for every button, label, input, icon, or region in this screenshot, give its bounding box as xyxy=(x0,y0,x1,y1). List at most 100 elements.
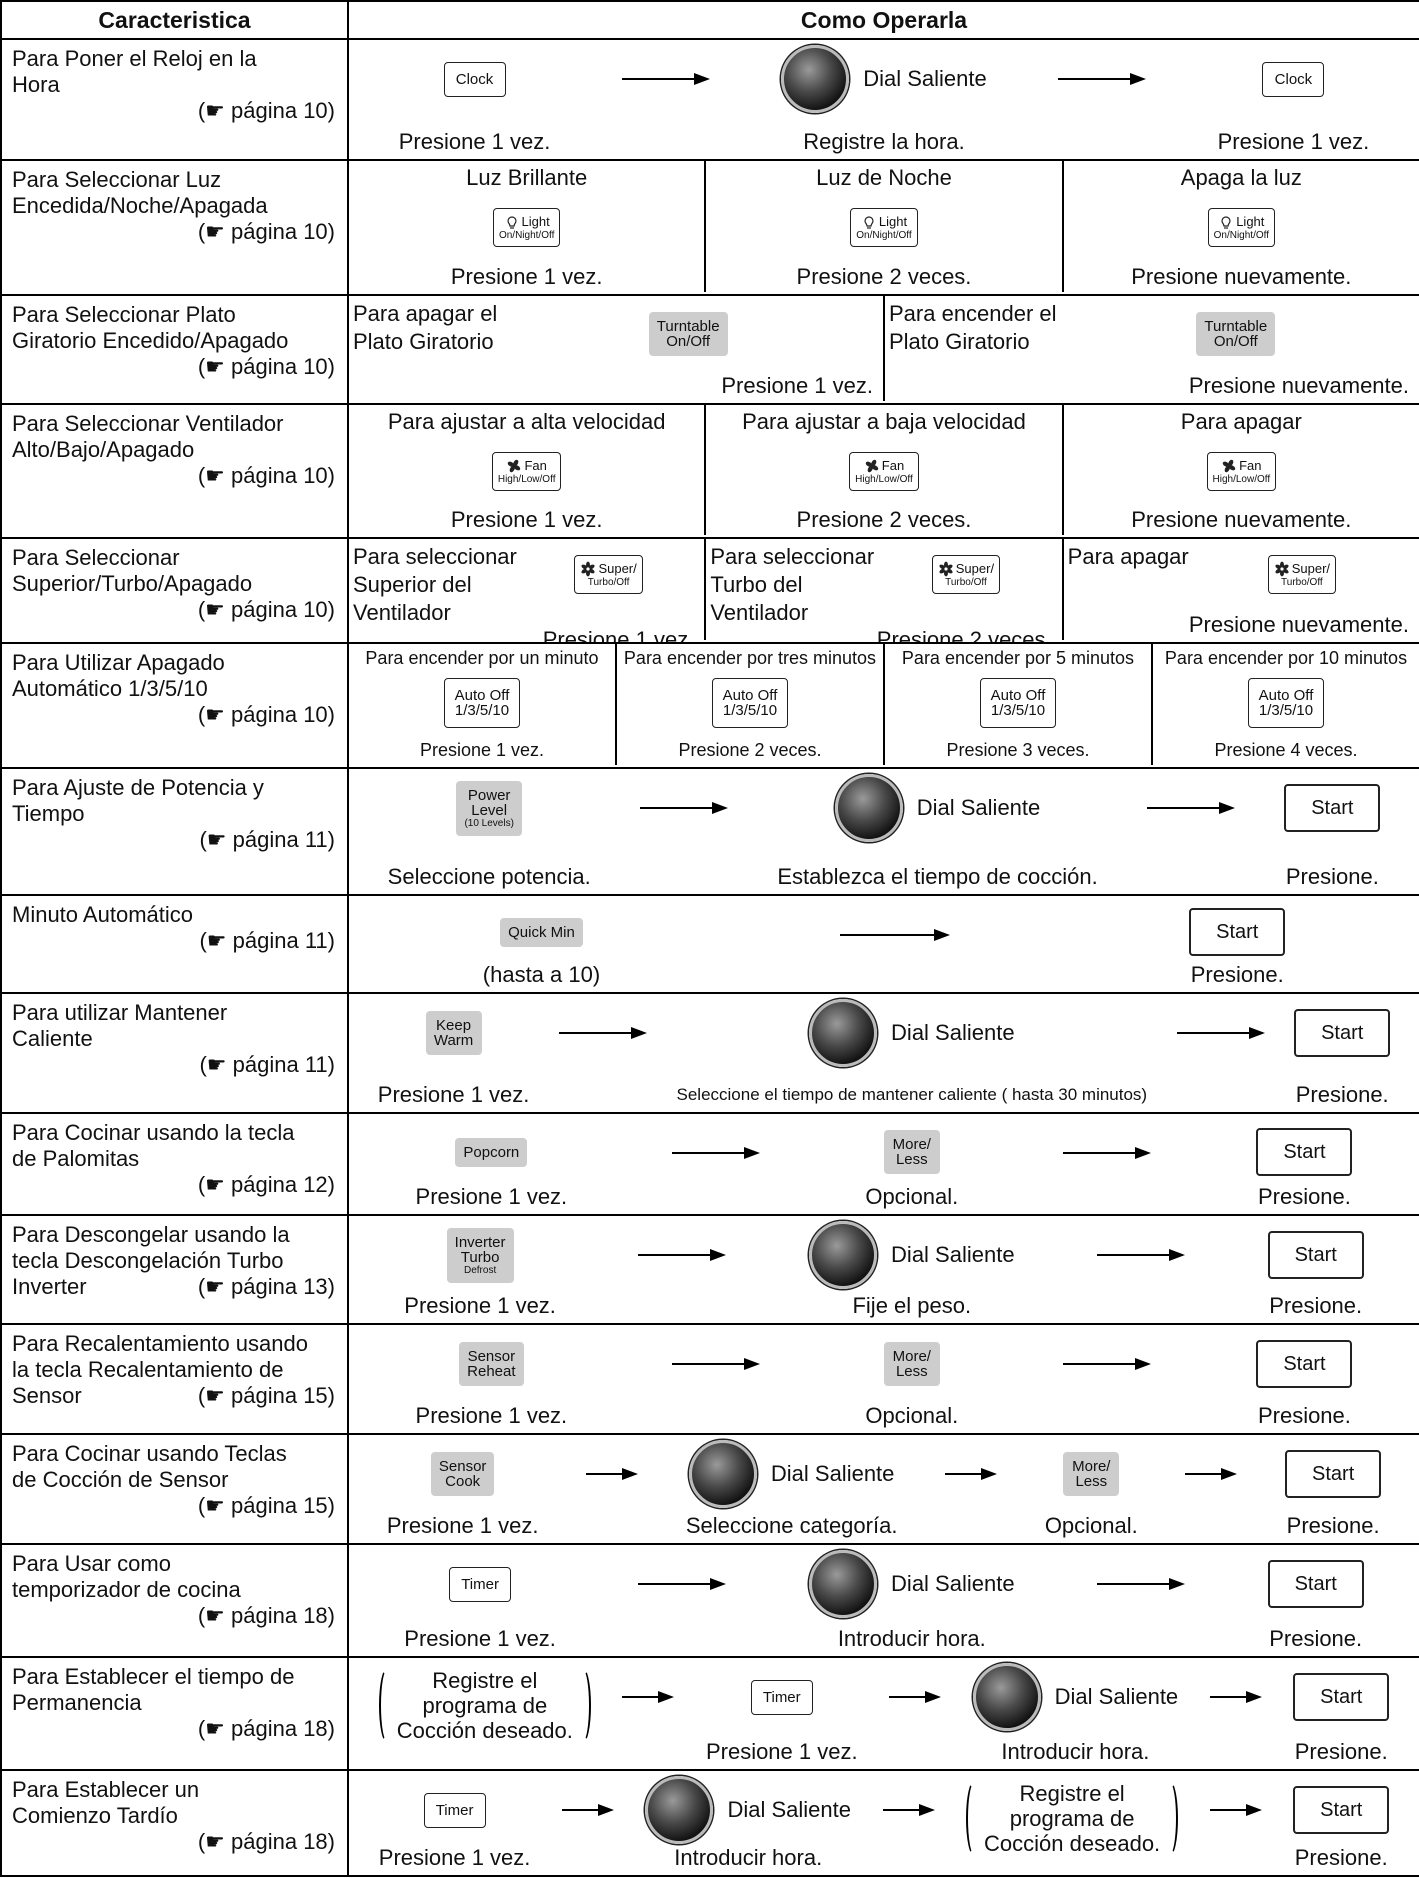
button: Timer xyxy=(449,1566,512,1602)
button: More/Less xyxy=(1063,1452,1120,1496)
table-row: Para Cocinar usando la tecla de Palomitas… xyxy=(0,1112,1419,1216)
flow-step: More/Less Opcional. xyxy=(865,1115,958,1212)
flow-step: Dial Saliente Fije el peso. xyxy=(809,1217,1015,1321)
button-label: Less xyxy=(895,1151,928,1168)
table-row: Para Seleccionar Superior/Turbo/Apagado (☛… xyxy=(0,537,1419,644)
page-reference: (☛ página 12) xyxy=(197,1172,335,1197)
arrow-head xyxy=(1245,1804,1262,1816)
button-label: Popcorn xyxy=(463,1143,520,1161)
table-row: Para Establecer un Comienzo Tardío (☛ pági… xyxy=(0,1769,1419,1877)
arrow xyxy=(889,1659,942,1767)
fan-blade xyxy=(870,459,877,466)
button: Sensor Cook xyxy=(430,1452,495,1496)
button-label: 1/3/5/10 xyxy=(990,702,1046,719)
step-caption: (hasta a 10) xyxy=(482,962,601,987)
step-visual: Dial Saliente xyxy=(972,1663,1178,1731)
page-reference: (☛ página 10) xyxy=(197,354,335,379)
option-label: Para apagar el Plato Giratorio xyxy=(353,300,497,356)
step-visual: Inverter Turbo Defrost xyxy=(446,1222,514,1288)
table-head: Caracteristica Como Operarla xyxy=(0,0,1419,40)
button-label: Start xyxy=(1216,921,1259,943)
button-icon xyxy=(864,216,874,229)
option-column: Para encender por tres minutos Auto Off 1/… xyxy=(615,645,883,765)
arrow-icon xyxy=(561,1804,614,1816)
flow-step: Sensor Reheat Presione 1 vez. xyxy=(415,1326,568,1431)
arrow-head xyxy=(693,73,710,85)
option-top: Para seleccionar Turbo del Ventilador Super… xyxy=(710,543,1057,627)
button-label: 1/3/5/10 xyxy=(1258,702,1314,719)
button-label: Clock xyxy=(455,70,494,88)
button-head: Fan xyxy=(1221,458,1262,474)
page-reference: (☛ página 10) xyxy=(197,702,335,727)
fan-blade xyxy=(514,464,521,470)
fan-blade xyxy=(1228,464,1236,470)
note-line: programa de xyxy=(422,1693,548,1718)
super-center xyxy=(586,567,591,571)
dial xyxy=(809,999,878,1067)
option-label: Para apagar xyxy=(1068,543,1189,571)
feature-line: Sensor xyxy=(12,1383,82,1408)
button-label: Cook xyxy=(445,1473,481,1490)
button-label: Super/ xyxy=(1291,561,1331,576)
table-row: Para Utilizar Apagado Automático 1/3/5/10… xyxy=(0,642,1419,769)
feature-line: Superior/Turbo/Apagado xyxy=(12,571,253,596)
step-visual: Popcorn xyxy=(455,1120,528,1184)
paren-left xyxy=(378,1668,395,1743)
step-caption: Presione 1 vez. xyxy=(398,129,551,154)
button: Auto Off 1/3/5/10 xyxy=(1247,678,1325,728)
page-reference: (☛ página 10) xyxy=(197,219,335,244)
arrow xyxy=(1176,995,1265,1110)
step-caption: Presione 1 vez. xyxy=(415,1403,568,1428)
flow-step: Registre el programa de Cocción deseado. xyxy=(966,1772,1179,1873)
feature-line: Para Utilizar Apagado xyxy=(12,650,225,675)
step-visual: Start xyxy=(1267,1551,1364,1617)
arrow-head xyxy=(597,1804,614,1816)
button-label: High/Low/Off xyxy=(855,473,913,485)
feature-line-row: Inverter (☛ página 13) xyxy=(12,1274,339,1300)
option-label: Apaga la luz xyxy=(1181,165,1302,191)
arrow-icon xyxy=(1209,1804,1262,1816)
operation-cell: Para apagar el Plato Giratorio Turntable On… xyxy=(347,294,1419,405)
arrow-icon xyxy=(1176,1027,1265,1039)
button-label: Sensor xyxy=(438,1458,487,1475)
button-label: Quick Min xyxy=(508,923,575,941)
arrow-head xyxy=(658,1691,675,1703)
feature-cell: Para Cocinar usando la tecla de Palomitas… xyxy=(0,1112,349,1216)
option-columns: Para apagar el Plato Giratorio Turntable On… xyxy=(350,297,1418,401)
feature-line: Para Establecer un xyxy=(12,1777,200,1802)
arrow-head xyxy=(744,1147,761,1159)
arrow-box xyxy=(621,46,710,112)
arrow-icon xyxy=(1185,1468,1238,1480)
step-caption: Presione. xyxy=(1286,1513,1380,1538)
arrow-head xyxy=(1221,1468,1238,1480)
button: Timer xyxy=(423,1792,486,1828)
button-label: Defrost xyxy=(463,1264,497,1276)
option-label: Para apagar xyxy=(1181,409,1302,435)
button-label: Keep xyxy=(436,1017,472,1034)
fan-blade xyxy=(513,459,519,466)
flow-step: Timer Presione 1 vez. xyxy=(379,1772,530,1873)
button: Auto Off 1/3/5/10 xyxy=(979,678,1057,728)
arrow-box xyxy=(1063,1331,1152,1397)
label-line: Para ajustar a baja velocidad xyxy=(742,409,1026,434)
arrow-icon xyxy=(672,1147,761,1159)
button-label: Start xyxy=(1320,1686,1363,1708)
feature-line: Para utilizar Mantener xyxy=(12,1000,228,1025)
arrow-box xyxy=(640,775,728,841)
label-line: Para encender por 10 minutos xyxy=(1164,648,1408,668)
button-label: Sensor xyxy=(467,1348,516,1365)
dial-label: Dial Saliente xyxy=(770,1461,895,1486)
feature-line: Para Poner el Reloj en la xyxy=(12,46,257,71)
option-label: Luz de Noche xyxy=(816,165,952,191)
super-center xyxy=(1280,567,1284,571)
option-columns: Para ajustar a alta velocidad Fan High/Low… xyxy=(350,406,1418,535)
button-label: Super/ xyxy=(955,561,995,576)
label-line: Para apagar el xyxy=(353,301,498,326)
button-head: Super/ xyxy=(580,561,637,577)
step-visual: Dial Saliente xyxy=(645,1776,851,1844)
button: Start xyxy=(1267,1231,1364,1279)
label-line: Turbo del xyxy=(710,572,803,597)
table-row: Para Seleccionar Ventilador Alto/Bajo/Apa… xyxy=(0,403,1419,539)
option-caption: Presione 1 vez. xyxy=(450,507,603,532)
flow-step: Start Presione. xyxy=(1256,1326,1353,1431)
